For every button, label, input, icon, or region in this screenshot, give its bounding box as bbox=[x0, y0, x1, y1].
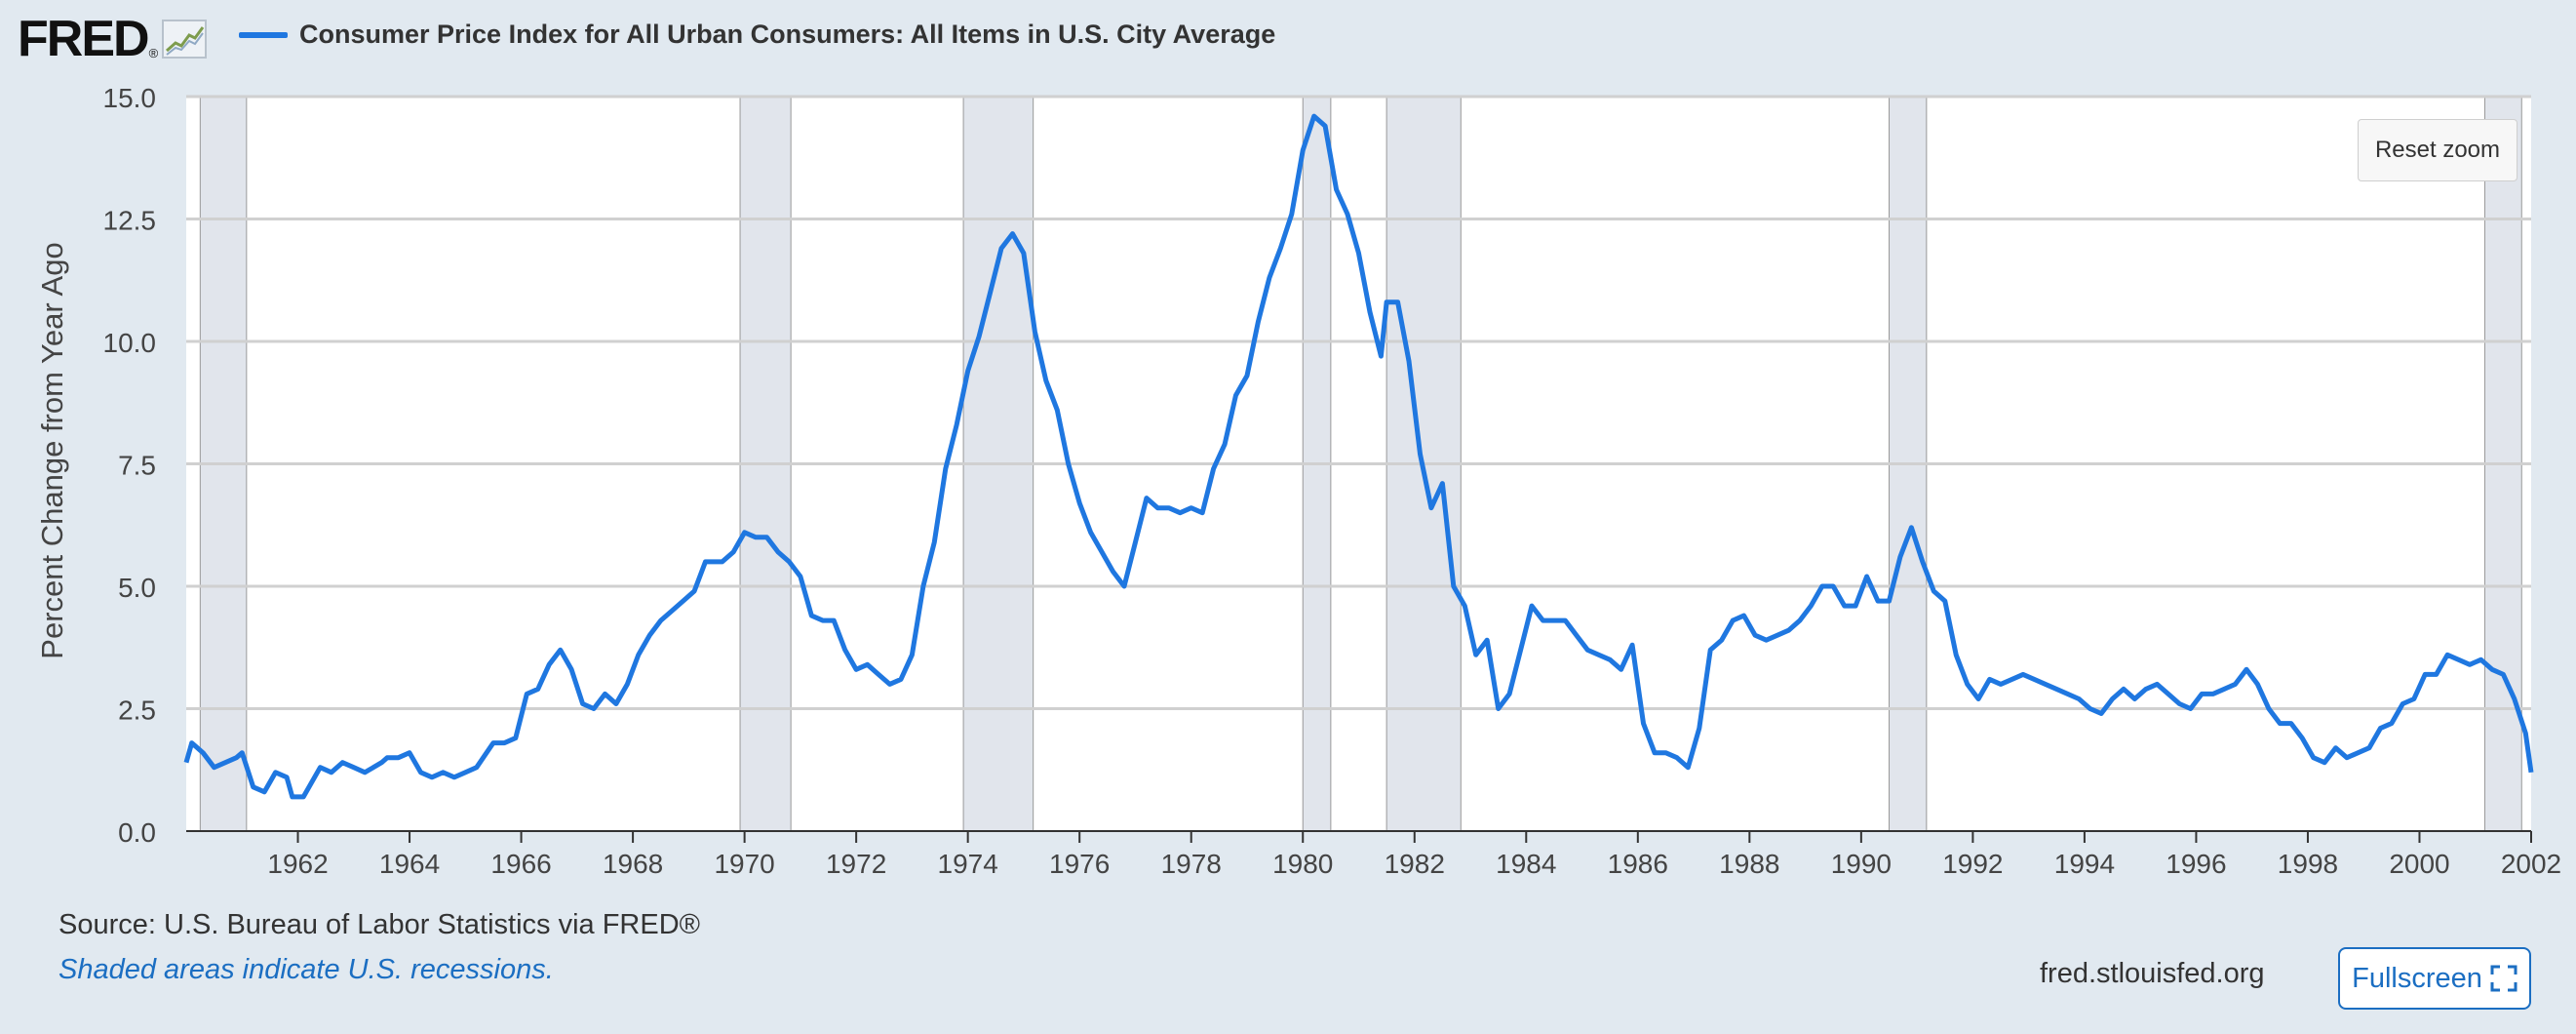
site-link[interactable]: fred.stlouisfed.org bbox=[2040, 958, 2265, 989]
x-tick-label: 1990 bbox=[1831, 849, 1892, 879]
y-tick-label: 0.0 bbox=[118, 817, 156, 848]
y-tick-label: 10.0 bbox=[103, 328, 157, 358]
x-tick-label: 1986 bbox=[1608, 849, 1668, 879]
trend-chart-icon bbox=[162, 20, 208, 59]
fred-logo[interactable]: FRED ® bbox=[18, 10, 208, 68]
x-tick-label: 1992 bbox=[1942, 849, 2003, 879]
y-tick-label: 15.0 bbox=[103, 83, 157, 113]
x-tick-label: 1968 bbox=[603, 849, 663, 879]
recession-note[interactable]: Shaded areas indicate U.S. recessions. bbox=[59, 954, 554, 985]
legend-series-label: Consumer Price Index for All Urban Consu… bbox=[299, 20, 1276, 49]
fred-logo-registered-mark: ® bbox=[148, 45, 159, 60]
x-tick-label: 1962 bbox=[267, 849, 328, 879]
x-tick-label: 1982 bbox=[1385, 849, 1445, 879]
series-line bbox=[183, 113, 2534, 800]
legend-series-swatch bbox=[239, 31, 288, 38]
y-tick-label: 5.0 bbox=[118, 573, 156, 603]
x-axis-ticks: 1962 1964 1966 1968 1970 1972 1974 1976 1978 1980… bbox=[267, 831, 2561, 879]
line-chart[interactable]: 0.02.55.07.510.012.515.0 1962 1964 1966 196… bbox=[0, 0, 2576, 888]
x-tick-label: 1988 bbox=[1719, 849, 1779, 879]
grid-lines bbox=[186, 95, 2531, 710]
x-tick-label: 1994 bbox=[2054, 849, 2115, 879]
fullscreen-label: Fullscreen bbox=[2352, 962, 2482, 994]
x-tick-label: 2000 bbox=[2389, 849, 2449, 879]
y-axis-ticks: 0.0 2.5 5.0 7.5 10.0 12.5 15.0 bbox=[103, 83, 157, 848]
x-tick-label: 1978 bbox=[1161, 849, 1222, 879]
x-tick-label: 1984 bbox=[1496, 849, 1556, 879]
chart-legend[interactable]: Consumer Price Index for All Urban Consu… bbox=[239, 20, 1275, 50]
y-tick-label: 2.5 bbox=[118, 696, 156, 726]
y-tick-label: 12.5 bbox=[103, 206, 157, 236]
x-tick-label: 1998 bbox=[2278, 849, 2338, 879]
x-tick-label: 1972 bbox=[826, 849, 886, 879]
x-tick-label: 1970 bbox=[714, 849, 774, 879]
x-tick-label: 1974 bbox=[938, 849, 998, 879]
x-tick-label: 1980 bbox=[1272, 849, 1333, 879]
y-tick-label: 7.5 bbox=[118, 451, 156, 481]
y-axis-label: Percent Change from Year Ago bbox=[35, 242, 69, 658]
x-tick-label: 1964 bbox=[379, 849, 440, 879]
source-text: Source: U.S. Bureau of Labor Statistics … bbox=[59, 909, 701, 940]
fred-logo-text: FRED bbox=[18, 11, 150, 67]
chart-header: FRED ® Consumer Price Index for All Urba… bbox=[0, 0, 2576, 78]
x-tick-label: 2002 bbox=[2501, 849, 2561, 879]
x-tick-label: 1996 bbox=[2166, 849, 2226, 879]
reset-zoom-button[interactable]: Reset zoom bbox=[2358, 119, 2517, 181]
fullscreen-button[interactable]: Fullscreen bbox=[2338, 947, 2531, 1010]
fullscreen-icon bbox=[2490, 965, 2517, 992]
x-tick-label: 1976 bbox=[1049, 849, 1110, 879]
x-tick-label: 1966 bbox=[490, 849, 551, 879]
